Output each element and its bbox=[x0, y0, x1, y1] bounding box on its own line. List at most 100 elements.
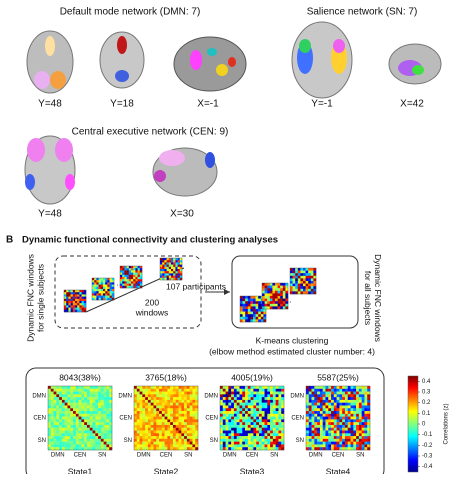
matrix-cell bbox=[310, 278, 314, 282]
matrix-cell bbox=[336, 408, 340, 412]
matrix-cell bbox=[75, 430, 79, 434]
matrix-cell bbox=[167, 405, 171, 409]
matrix-cell bbox=[260, 316, 264, 320]
matrix-cell bbox=[305, 291, 309, 295]
matrix-cell bbox=[319, 444, 323, 448]
matrix-cell bbox=[261, 441, 265, 445]
matrix-cell bbox=[356, 436, 360, 440]
matrix-cell bbox=[184, 394, 188, 398]
matrix-cell bbox=[311, 408, 315, 412]
matrix-cell bbox=[250, 311, 254, 315]
network-label: CEN bbox=[291, 416, 304, 422]
matrix-cell bbox=[86, 386, 90, 389]
matrix-cell bbox=[220, 447, 223, 451]
matrix-cell bbox=[342, 441, 346, 445]
matrix-cell bbox=[134, 399, 137, 403]
matrix-cell bbox=[81, 433, 85, 437]
matrix-cell bbox=[192, 430, 196, 434]
matrix-cell bbox=[347, 447, 351, 451]
matrix-cell bbox=[275, 411, 279, 415]
matrix-cell bbox=[342, 427, 346, 431]
matrix-cell bbox=[70, 391, 74, 395]
matrix-cell bbox=[350, 419, 354, 423]
matrix-cell bbox=[133, 285, 136, 289]
arrow-head bbox=[224, 289, 230, 295]
matrix-cell bbox=[92, 427, 96, 431]
matrix-cell bbox=[159, 402, 163, 406]
matrix-cell bbox=[339, 394, 343, 398]
matrix-cell bbox=[53, 444, 57, 448]
matrix-cell bbox=[319, 430, 323, 434]
matrix-cell bbox=[100, 419, 104, 423]
matrix-cell bbox=[255, 311, 259, 315]
matrix-cell bbox=[156, 411, 160, 415]
matrix-cell bbox=[67, 399, 71, 403]
matrix-cell bbox=[106, 433, 110, 437]
matrix-cell bbox=[264, 399, 268, 403]
matrix-cell bbox=[105, 295, 108, 298]
matrix-cell bbox=[109, 433, 113, 437]
matrix-cell bbox=[161, 397, 165, 401]
matrix-cell bbox=[64, 290, 67, 293]
matrix-cell bbox=[317, 438, 321, 442]
matrix-cell bbox=[73, 422, 77, 426]
matrix-cell bbox=[103, 413, 107, 417]
matrix-cell bbox=[89, 433, 93, 437]
matrix-cell bbox=[347, 433, 351, 437]
matrix-cell bbox=[178, 424, 182, 428]
matrix-cell bbox=[258, 309, 261, 312]
matrix-cell bbox=[297, 275, 301, 279]
matrix-cell bbox=[367, 413, 371, 417]
matrix-cell bbox=[68, 290, 71, 293]
matrix-cell bbox=[255, 319, 259, 323]
matrix-cell bbox=[350, 436, 354, 440]
matrix-cell bbox=[317, 424, 321, 428]
matrix-cell bbox=[228, 391, 232, 395]
matrix-cell bbox=[139, 427, 143, 431]
slice-label: X=-1 bbox=[197, 99, 219, 110]
matrix-cell bbox=[134, 424, 137, 428]
matrix-cell bbox=[220, 391, 223, 395]
matrix-cell bbox=[278, 427, 282, 431]
matrix-cell bbox=[270, 405, 274, 409]
matrix-cell bbox=[233, 424, 237, 428]
matrix-cell bbox=[64, 408, 68, 412]
matrix-cell bbox=[139, 270, 143, 273]
matrix-cell bbox=[81, 294, 84, 297]
slice-label: Y=48 bbox=[38, 99, 62, 110]
matrix-cell bbox=[314, 441, 318, 445]
matrix-cell bbox=[310, 288, 314, 292]
matrix-cell bbox=[50, 402, 54, 406]
matrix-frame bbox=[289, 267, 317, 295]
matrix-cell bbox=[367, 388, 371, 392]
matrix-cell bbox=[333, 411, 337, 415]
matrix-cell bbox=[166, 271, 169, 274]
matrix-cell bbox=[344, 391, 348, 395]
matrix-cell bbox=[164, 386, 168, 389]
matrix-cell bbox=[336, 416, 340, 420]
matrix-cell bbox=[159, 436, 163, 440]
matrix-cell bbox=[145, 441, 149, 445]
matrix-cell bbox=[147, 424, 151, 428]
matrix-cell bbox=[56, 427, 60, 431]
matrix-cell bbox=[272, 422, 276, 426]
matrix-cell bbox=[92, 388, 96, 392]
matrix-cell bbox=[272, 447, 276, 451]
matrix-cell bbox=[70, 294, 73, 297]
matrix-cell bbox=[192, 388, 196, 392]
colorbar-tick-label: 0.2 bbox=[422, 400, 431, 406]
matrix-cell bbox=[192, 422, 196, 426]
matrix-cell bbox=[344, 444, 348, 448]
matrix-cell bbox=[233, 441, 237, 445]
colorbar-tick-label: 0.4 bbox=[422, 379, 431, 385]
matrix-cell bbox=[120, 274, 123, 278]
matrix-cell bbox=[270, 394, 274, 398]
matrix-cell bbox=[264, 290, 268, 294]
matrix-cell bbox=[353, 424, 357, 428]
matrix-cell bbox=[306, 444, 309, 448]
matrix-cell bbox=[98, 394, 102, 398]
matrix-cell bbox=[290, 281, 293, 284]
matrix-cell bbox=[56, 416, 60, 420]
matrix-cell bbox=[156, 405, 160, 409]
matrix-cell bbox=[353, 447, 357, 451]
